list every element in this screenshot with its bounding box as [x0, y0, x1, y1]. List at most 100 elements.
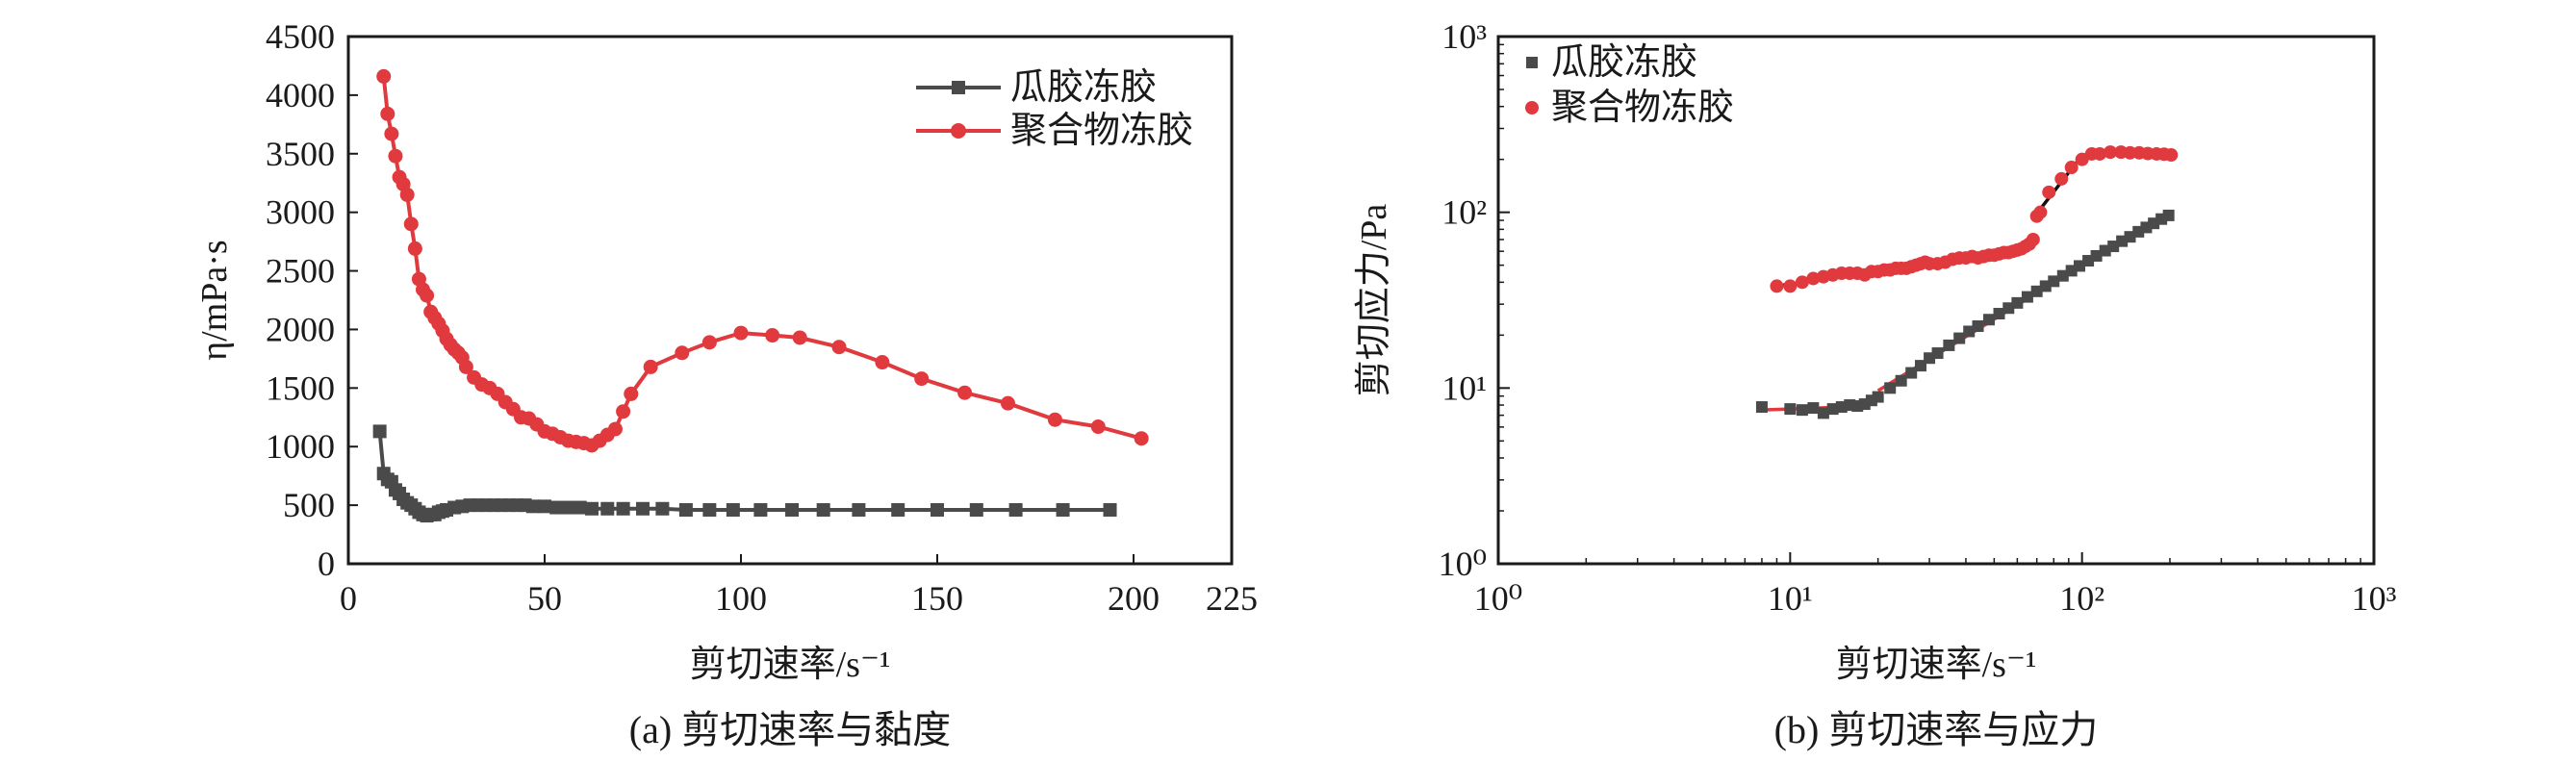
- panel-b-series-1-point: [1943, 339, 1955, 351]
- panel-b-series-2-point: [1795, 275, 1809, 290]
- panel-a-series-1-point: [726, 502, 740, 517]
- panel-a-caption: (a) 剪切速率与黏度: [629, 708, 951, 751]
- panel-a-series-2-point: [1134, 431, 1149, 446]
- panel-a-series-1-point: [785, 502, 800, 517]
- panel-a-ytick-label: 4500: [266, 17, 335, 56]
- panel-a-series-2-point: [624, 386, 639, 401]
- panel-a-series-2-point: [388, 148, 403, 164]
- panel-a-series-2-point: [407, 241, 422, 256]
- panel-a-series-1-point: [549, 500, 564, 515]
- panel-a-series-1-point: [1056, 502, 1070, 517]
- panel-b-series-1-point: [1826, 403, 1839, 416]
- panel-b-xlabel: 剪切速率/s⁻¹: [1836, 645, 2037, 685]
- panel-b-legend-label-1: 瓜胶冻胶: [1551, 42, 1697, 83]
- panel-a-series-1-point: [852, 502, 866, 517]
- panel-a-series-1-point: [584, 501, 599, 516]
- panel-b-series-2-point: [1770, 279, 1784, 293]
- panel-b-marks: [1755, 145, 2179, 419]
- panel-a-series-1-point: [655, 501, 670, 516]
- panel-b-series-2-point: [2064, 161, 2079, 175]
- panel-b-ytick-label: 10²: [1441, 193, 1487, 232]
- panel-a-series-2-point: [1047, 412, 1062, 427]
- panel-b-series-2-point: [2026, 232, 2040, 246]
- panel-a-series-2-point: [616, 404, 631, 419]
- panel-b-caption: (b) 剪切速率与应力: [1774, 708, 2099, 751]
- panel-a-series-1-point: [1103, 502, 1117, 517]
- panel-b-series-2-point: [1783, 279, 1798, 293]
- panel-a-series-2-point: [914, 371, 930, 387]
- panel-b-ytick-label: 10⁰: [1439, 545, 1487, 583]
- panel-a-series-2-point: [607, 421, 623, 437]
- panel-b-series-2-point: [2104, 145, 2118, 160]
- panel-a-series-2-point: [458, 359, 473, 374]
- panel-a-series-2-point: [420, 288, 435, 303]
- panel-b-series-1-point: [1895, 374, 1907, 387]
- panel-b-series-1-point: [2011, 296, 2024, 309]
- panel-b-series-2-point: [2033, 205, 2048, 219]
- panel-a-series-2-point: [765, 328, 780, 343]
- panel-b-stress-chart: 10⁰ 10¹ 10² 10³ 10⁰ 10¹ 10² 10³ 剪切速率/s⁻¹ 剪切应力/P…: [1354, 17, 2397, 751]
- panel-a-series-2-point: [875, 355, 890, 370]
- panel-b-series-1-point: [1905, 367, 1918, 379]
- panel-b-series-1-point: [2002, 302, 2015, 315]
- panel-b-series-1-point: [2030, 285, 2043, 297]
- panel-a-xtick-label: 50: [527, 579, 562, 618]
- panel-a-legend: 瓜胶冻胶 聚合物冻胶: [916, 67, 1193, 151]
- panel-b-plot-frame: [1496, 35, 2376, 566]
- panel-b-series-1-point: [1963, 325, 1976, 338]
- panel-b-legend-marker-2: [1525, 101, 1539, 114]
- panel-a-series-1-point: [372, 424, 387, 439]
- panel-a-ticks: 0 50 100 150 200 225 0 500 1000 1500 2000 2500 3000 3…: [266, 17, 1258, 618]
- panel-a-ylabel: η/mPa·s: [194, 240, 235, 360]
- panel-a-ytick-label: 2000: [266, 310, 335, 348]
- panel-b-ytick-label: 10³: [1441, 17, 1487, 56]
- panel-a-series-1-point: [525, 499, 540, 514]
- panel-a-xtick-label: 100: [715, 579, 767, 618]
- panel-a-ytick-label: 1000: [266, 427, 335, 466]
- panel-a-xtick-label: 225: [1206, 579, 1258, 618]
- panel-b-series-1-point: [1817, 407, 1829, 419]
- panel-a-legend-marker-1: [952, 81, 965, 94]
- panel-a-ytick-label: 3500: [266, 135, 335, 173]
- panel-a-legend-marker-2: [951, 123, 966, 139]
- panel-b-series-1-point: [1953, 332, 1966, 344]
- panel-b-series-2-point: [2042, 185, 2056, 199]
- panel-b-series-1-point: [1807, 402, 1820, 415]
- panel-b-legend-label-2: 聚合物冻胶: [1551, 88, 1734, 128]
- panel-a-series-2-point: [1000, 395, 1015, 411]
- panel-b-legend-marker-1: [1526, 57, 1538, 68]
- panel-b-legend: 瓜胶冻胶 聚合物冻胶: [1525, 42, 1734, 128]
- panel-b-series-1-point: [1914, 360, 1926, 372]
- panel-b-series-1-point: [2162, 209, 2175, 221]
- panel-a-series-1-point: [816, 502, 830, 517]
- panel-a-xtick-label: 0: [340, 579, 357, 618]
- panel-a-series-2-point: [384, 126, 399, 141]
- panel-a-series-2-point: [733, 325, 749, 341]
- panel-a-legend-label-1: 瓜胶冻胶: [1010, 67, 1157, 108]
- panel-a-series-2-point: [792, 330, 807, 345]
- panel-b-series-1-point: [2074, 260, 2086, 272]
- panel-b-series-2-point: [2093, 146, 2107, 161]
- panel-a-ytick-label: 1500: [266, 368, 335, 407]
- panel-a-series-2-point: [399, 187, 415, 202]
- panel-a-xtick-label: 150: [911, 579, 963, 618]
- panel-b-series-1-point: [2107, 241, 2120, 253]
- panel-b-series-1-point: [1796, 404, 1808, 417]
- panel-a-xlabel: 剪切速率/s⁻¹: [690, 645, 891, 685]
- panel-a-legend-label-2: 聚合物冻胶: [1010, 111, 1193, 151]
- panel-a-series-2-point: [701, 335, 717, 350]
- panel-b-series-1-point: [2048, 275, 2060, 288]
- panel-b-xtick-label: 10¹: [1768, 579, 1813, 618]
- panel-a-xtick-label: 200: [1108, 579, 1160, 618]
- panel-a-series-1-point: [891, 502, 905, 517]
- panel-b-series-1-point: [1931, 347, 1944, 360]
- panel-b-series-2-point: [1806, 271, 1821, 286]
- panel-b-ylabel: 剪切应力/Pa: [1354, 204, 1394, 397]
- panel-b-series-1-point: [1755, 401, 1768, 414]
- panel-a-series-2-point: [957, 385, 973, 400]
- panel-a-plot-frame: [346, 35, 1234, 566]
- panel-b-series-2-point: [2054, 171, 2069, 186]
- panel-a-series-2-point: [403, 216, 419, 232]
- panel-b-series-1-point: [1993, 308, 2005, 320]
